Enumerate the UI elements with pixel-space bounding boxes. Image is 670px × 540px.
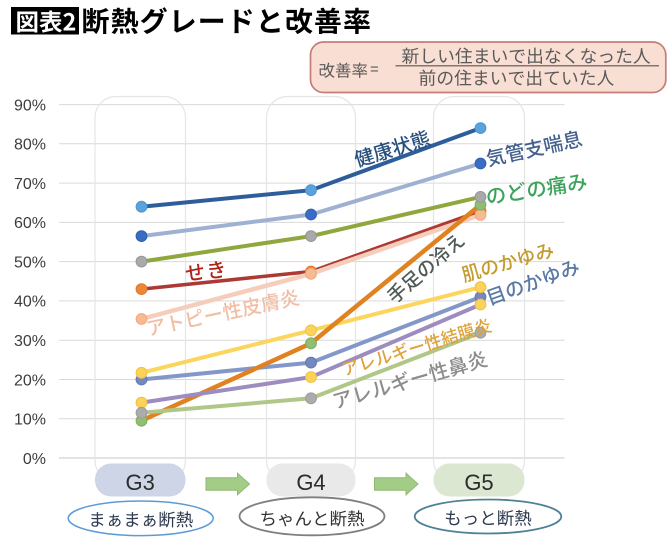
svg-text:70%: 70%	[14, 176, 46, 193]
svg-text:G5: G5	[464, 470, 493, 495]
svg-text:90%: 90%	[14, 97, 46, 114]
svg-text:50%: 50%	[14, 254, 46, 271]
svg-text:40%: 40%	[14, 294, 46, 311]
svg-text:10%: 10%	[14, 412, 46, 429]
svg-text:20%: 20%	[14, 372, 46, 389]
svg-text:0%: 0%	[23, 451, 46, 468]
svg-text:60%: 60%	[14, 215, 46, 232]
svg-text:80%: 80%	[14, 137, 46, 154]
svg-text:30%: 30%	[14, 333, 46, 350]
svg-text:G4: G4	[296, 470, 325, 495]
svg-text:G3: G3	[126, 470, 155, 495]
svg-text:=: =	[370, 61, 379, 78]
